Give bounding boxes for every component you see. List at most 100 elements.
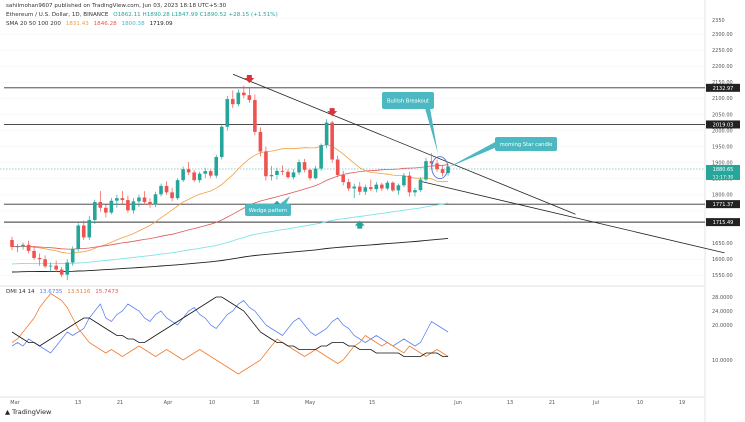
y-tick-label: 2050.00 (712, 112, 733, 118)
candle-body (181, 169, 185, 181)
candle-body (170, 192, 174, 199)
y-tick-label: 2200.00 (712, 64, 733, 70)
candle-body (104, 207, 108, 213)
candle-body (159, 185, 163, 195)
candle-body (10, 239, 14, 248)
candle-body (126, 200, 130, 211)
symbol-name: Ethereum / U.S. Dollar, 1D, BINANCE (6, 12, 109, 18)
dmi-minus-line (11, 293, 449, 375)
level-label-bg (706, 200, 740, 209)
candle-body (286, 171, 290, 178)
candle-body (380, 184, 384, 189)
candle-body (164, 185, 169, 193)
x-tick-label: Mar (10, 400, 20, 406)
sma200-value: 1719.09 (149, 21, 173, 27)
sma100-value: 1800.38 (121, 21, 145, 27)
morning-star-callout-box (495, 137, 557, 151)
bullish-breakout-callout-text: Bullish Breakout (387, 99, 429, 105)
trendline-wedge-lower (420, 181, 725, 254)
candle-body (65, 262, 69, 275)
y-tick-label: 1900.00 (712, 161, 733, 167)
publisher-line: sahilmohan9607 published on TradingView.… (6, 3, 227, 9)
candle-body (440, 169, 445, 174)
candle-body (197, 173, 202, 181)
candle-body (280, 170, 285, 172)
x-tick-label: 13 (75, 400, 81, 406)
candle-body (363, 187, 368, 192)
y-tick-label: 1800.00 (712, 193, 733, 199)
current-price-bg (706, 164, 740, 173)
candle-body (225, 99, 230, 127)
candle-body (418, 179, 423, 191)
candle-body (258, 131, 263, 152)
candle-body (253, 100, 257, 132)
bullish-breakout-callout-box (382, 92, 434, 109)
candle-body (269, 174, 274, 177)
rejection-arrow (327, 108, 338, 117)
dmi-y-tick-label: 24.0000 (712, 309, 733, 315)
adx-line (11, 296, 449, 357)
candle-body (203, 171, 207, 174)
candle-body (369, 187, 373, 190)
candle-body (219, 126, 224, 157)
candle-body (291, 172, 296, 178)
y-tick-label: 1650.00 (712, 241, 733, 247)
sma100-line (11, 202, 449, 265)
candle-body (120, 198, 125, 201)
x-tick-label: May (305, 400, 315, 406)
candle-body (429, 161, 434, 164)
candle-body (324, 122, 329, 146)
y-tick-label: 2000.00 (712, 128, 733, 134)
x-tick-label: Jun (453, 400, 462, 406)
candle-body (87, 220, 92, 238)
candle-body (48, 265, 53, 267)
dmi-y-tick-label: 10.0000 (712, 358, 733, 364)
current-price-label: 1880.65 (713, 167, 734, 173)
countdown-label: 11:17:30 (713, 174, 734, 180)
candle-body (302, 162, 307, 170)
candle-body (275, 170, 279, 175)
candle-body (153, 194, 158, 205)
level-label-bg (706, 83, 740, 92)
candle-body (308, 169, 312, 179)
candle-body (98, 202, 103, 208)
candle-body (186, 169, 191, 173)
candle-body (396, 185, 401, 191)
dmi-y-tick-label: 20.0000 (712, 323, 733, 329)
sma20-value: 1831.43 (65, 21, 89, 27)
candle-body (352, 186, 357, 189)
candle-body (59, 269, 64, 275)
wedge-pattern-callout-box (245, 204, 291, 216)
morning-star-callout-pointer (447, 141, 497, 168)
level-label-bg (706, 218, 740, 227)
x-tick-label: Jul (592, 400, 599, 406)
horizontal-level-label: 2019.03 (713, 122, 734, 128)
wedge-pattern-callout-text: Wedge pattern (249, 208, 288, 214)
candle-body (407, 175, 412, 193)
candle-body (70, 248, 75, 263)
candle-body (385, 182, 390, 189)
candle-body (37, 257, 42, 260)
candle-body (357, 186, 362, 192)
sma50-line (12, 164, 449, 250)
candle-body (43, 259, 47, 267)
wedge-pattern-callout-pointer (280, 196, 290, 204)
morning-star-circle (431, 156, 449, 180)
candle-body (374, 184, 379, 190)
ohlc-values: O1862.11 H1890.28 L1847.99 C1890.52 +28.… (113, 12, 278, 18)
candle-body (175, 180, 180, 199)
candle-body (81, 225, 86, 238)
candle-body (76, 225, 81, 249)
sma50-value: 1846.28 (93, 21, 117, 27)
rejection-arrow (244, 74, 255, 83)
candle-body (26, 244, 31, 251)
candle-body (131, 201, 136, 211)
candle-body (330, 122, 334, 160)
dmi-legend: DMI 14 14 13.6735 13.5116 15.7473 (6, 289, 121, 295)
candle-body (391, 182, 395, 191)
candle-body (402, 175, 406, 186)
candle-body (297, 162, 301, 173)
dmi-minus-value: 13.5116 (67, 289, 91, 295)
candle-body (231, 99, 235, 105)
